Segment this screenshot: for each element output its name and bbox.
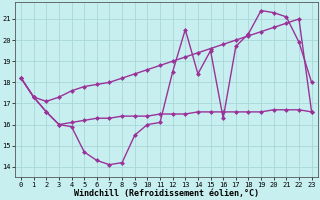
- X-axis label: Windchill (Refroidissement éolien,°C): Windchill (Refroidissement éolien,°C): [74, 189, 259, 198]
